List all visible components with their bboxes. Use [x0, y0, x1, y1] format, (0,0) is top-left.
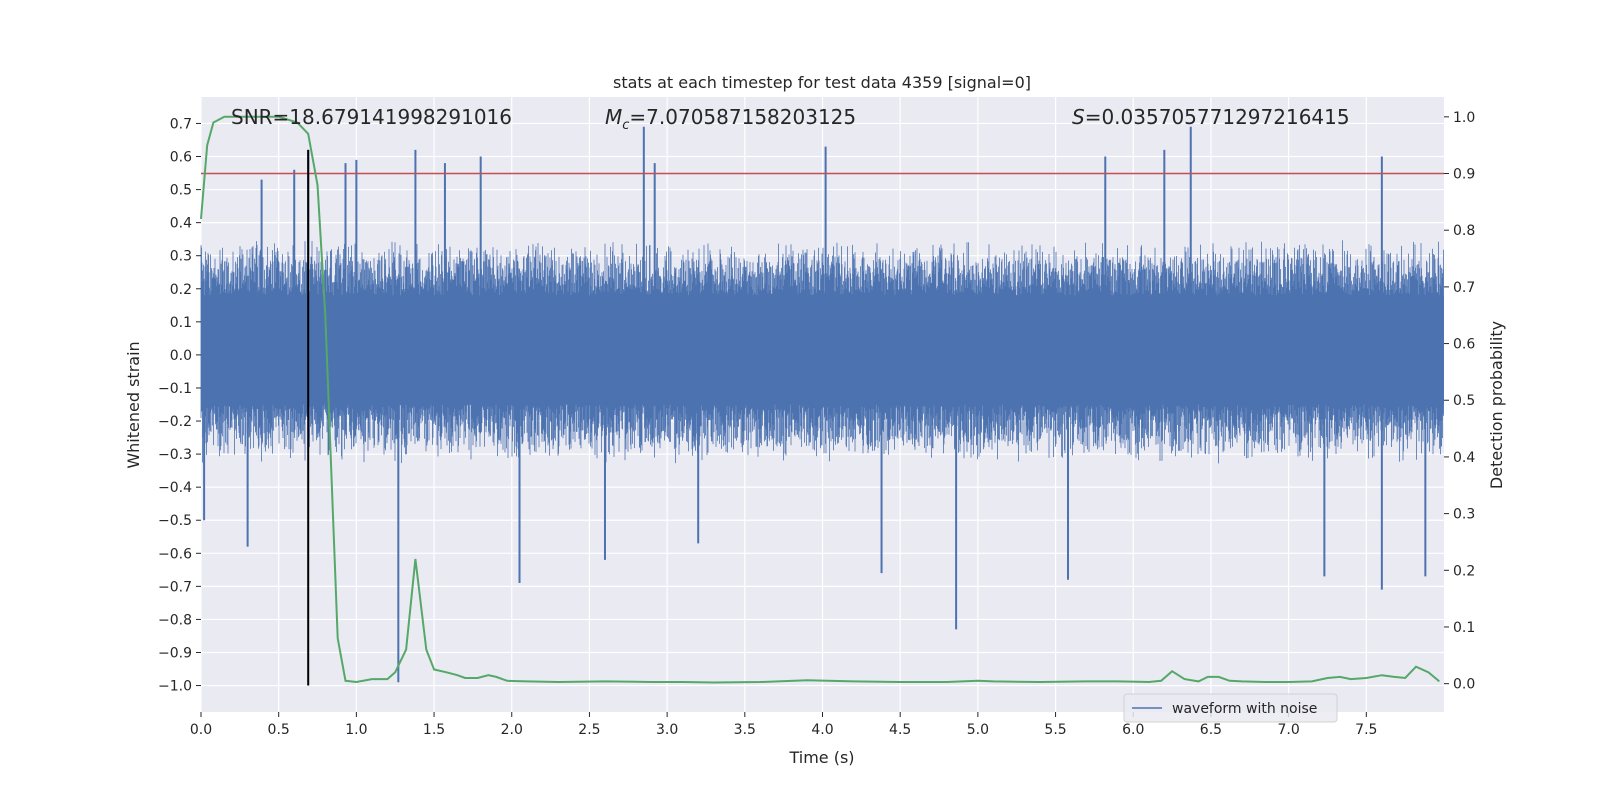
y-right-tick-label: 0.1 [1453, 620, 1475, 636]
y-right-tick-label: 1.0 [1453, 110, 1475, 126]
x-tick-label: 7.5 [1355, 722, 1377, 738]
waveform-series [200, 126, 1444, 683]
y-right-tick-label: 0.4 [1453, 450, 1475, 466]
chart-title: stats at each timestep for test data 435… [613, 73, 1031, 92]
x-tick-label: 7.0 [1277, 722, 1299, 738]
y-left-tick-label: −0.6 [158, 546, 192, 562]
x-tick-label: 5.5 [1044, 722, 1066, 738]
x-tick-label: 3.5 [734, 722, 756, 738]
y-left-tick-label: 0.6 [170, 150, 192, 166]
y-right-tick-label: 0.9 [1453, 167, 1475, 183]
y-right-ticks: 1.0 0.9 0.8 0.7 0.6 0.5 0.4 0.3 0.2 0.1 0.0 [1444, 110, 1475, 693]
y-left-tick-label: −0.3 [158, 447, 192, 463]
y-left-tick-label: −0.2 [158, 414, 192, 430]
detection-probability-line [200, 115, 1440, 684]
overlays [200, 115, 1444, 686]
x-axis-label: Time (s) [788, 748, 854, 767]
y-left-tick-label: 0.0 [170, 348, 192, 364]
y-left-tick-label: 0.1 [170, 315, 192, 331]
x-tick-label: 0.5 [268, 722, 290, 738]
y-right-axis-label: Detection probability [1487, 321, 1506, 489]
y-left-tick-label: −0.4 [158, 480, 192, 496]
x-ticks: 0.0 0.5 1.0 1.5 2.0 2.5 3.0 3.5 4.0 4.5 5.0 5.5 6.0 6… [190, 712, 1377, 738]
chirp-mass-annotation: Mc=7.070587158203125 [605, 105, 856, 133]
y-left-tick-label: 0.3 [170, 249, 192, 265]
y-left-tick-label: 0.5 [170, 183, 192, 199]
x-tick-label: 6.5 [1200, 722, 1222, 738]
y-right-tick-label: 0.3 [1453, 507, 1475, 523]
legend-label: waveform with noise [1172, 701, 1317, 717]
x-tick-label: 2.5 [578, 722, 600, 738]
snr-annotation: SNR=18.679141998291016 [231, 105, 512, 129]
y-left-tick-label: −1.0 [158, 679, 192, 695]
x-tick-label: 1.5 [423, 722, 445, 738]
x-tick-label: 5.0 [967, 722, 989, 738]
x-tick-label: 2.0 [501, 722, 523, 738]
x-tick-label: 6.0 [1122, 722, 1144, 738]
waveform-noise [200, 240, 1444, 464]
legend: waveform with noise [1123, 693, 1338, 723]
y-left-tick-label: −0.7 [158, 579, 192, 595]
y-left-tick-label: −0.1 [158, 381, 192, 397]
y-left-tick-label: −0.8 [158, 612, 192, 628]
s-annotation: S=0.035705771297216415 [1072, 105, 1350, 129]
x-tick-label: 4.5 [889, 722, 911, 738]
y-right-tick-label: 0.7 [1453, 280, 1475, 296]
y-right-tick-label: 0.5 [1453, 393, 1475, 409]
x-tick-label: 1.0 [345, 722, 367, 738]
y-left-tick-label: 0.4 [170, 216, 192, 232]
y-right-tick-label: 0.2 [1453, 563, 1475, 579]
x-tick-label: 3.0 [656, 722, 678, 738]
y-left-ticks: 0.7 0.6 0.5 0.4 0.3 0.2 0.1 0.0 −0.1 −0.2 −0.3 −0.4… [158, 116, 201, 695]
y-right-tick-label: 0.8 [1453, 223, 1475, 239]
y-left-axis-label: Whitened strain [124, 341, 143, 468]
x-tick-label: 4.0 [811, 722, 833, 738]
y-left-tick-label: −0.9 [158, 645, 192, 661]
y-left-tick-label: 0.7 [170, 116, 192, 132]
legend-box [1123, 693, 1338, 723]
y-right-tick-label: 0.6 [1453, 337, 1475, 353]
y-left-tick-label: −0.5 [158, 513, 192, 529]
x-tick-label: 0.0 [190, 722, 212, 738]
y-left-tick-label: 0.2 [170, 282, 192, 298]
y-right-tick-label: 0.0 [1453, 677, 1475, 693]
